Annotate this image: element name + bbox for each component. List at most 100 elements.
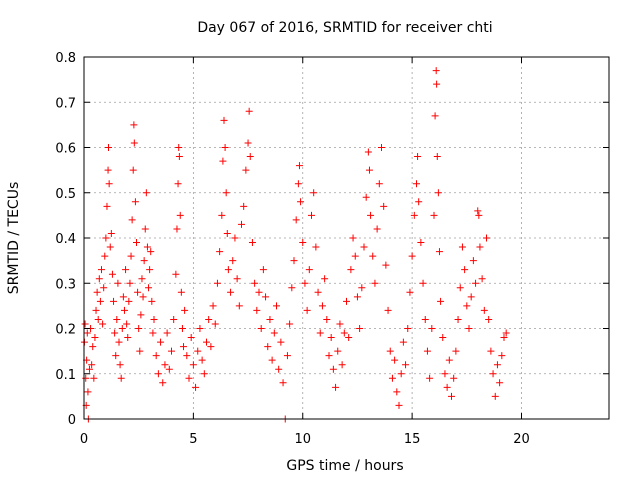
data-point <box>150 315 158 323</box>
data-point <box>248 239 256 247</box>
data-point <box>137 311 145 319</box>
data-point <box>205 315 213 323</box>
data-point <box>242 166 250 174</box>
data-point <box>231 234 239 242</box>
data-point <box>221 144 229 151</box>
data-point <box>318 302 326 310</box>
data-point <box>362 193 370 201</box>
chart-title: Day 067 of 2016, SRMTID for receiver cht… <box>197 20 492 36</box>
data-point <box>445 356 453 364</box>
data-point <box>130 139 138 147</box>
data-point <box>145 284 153 292</box>
data-point <box>402 361 410 369</box>
data-point <box>414 153 422 161</box>
data-point <box>270 329 278 337</box>
data-point <box>165 365 173 373</box>
data-point <box>259 266 267 274</box>
data-point <box>452 347 460 355</box>
data-point <box>154 370 162 378</box>
data-point <box>119 293 127 301</box>
data-point <box>294 180 302 188</box>
data-point <box>417 239 425 247</box>
data-point <box>136 347 144 355</box>
data-point <box>93 288 101 296</box>
data-point <box>255 288 263 296</box>
data-point <box>288 284 296 292</box>
data-point <box>404 325 412 332</box>
data-point <box>108 270 116 278</box>
data-point <box>448 392 455 400</box>
data-point <box>126 279 134 287</box>
data-point <box>496 379 504 387</box>
data-point <box>397 370 405 378</box>
data-point <box>458 243 466 251</box>
data-point <box>218 211 226 219</box>
data-point <box>130 121 138 129</box>
data-point <box>465 325 473 332</box>
data-point <box>116 361 124 369</box>
data-point <box>245 107 253 115</box>
data-point <box>104 166 112 174</box>
data-point <box>314 288 322 296</box>
data-point <box>107 229 115 237</box>
data-point <box>125 297 133 305</box>
data-point <box>345 334 353 342</box>
data-point <box>122 266 130 274</box>
data-point <box>353 293 361 301</box>
data-point <box>395 401 403 409</box>
data-point <box>316 329 324 337</box>
data-point <box>196 325 204 332</box>
data-point <box>187 334 195 342</box>
data-point <box>149 329 157 337</box>
data-point <box>279 379 287 387</box>
data-point <box>161 361 169 369</box>
y-tick-label: 0.6 <box>55 142 76 157</box>
data-point <box>98 266 105 274</box>
data-point <box>421 315 429 323</box>
data-point <box>148 297 156 305</box>
data-point <box>229 257 237 265</box>
data-point <box>340 329 348 337</box>
data-point <box>172 270 180 278</box>
data-point <box>475 211 483 219</box>
data-point <box>134 288 142 296</box>
data-point <box>472 279 480 287</box>
data-point <box>147 248 155 256</box>
data-point <box>399 338 407 346</box>
data-point <box>480 306 488 314</box>
data-point <box>382 261 390 269</box>
data-point <box>124 334 132 342</box>
data-point <box>92 306 100 314</box>
data-point <box>450 374 458 382</box>
data-point <box>209 302 217 310</box>
data-point <box>297 198 305 206</box>
data-point <box>268 356 276 364</box>
data-point <box>111 329 119 337</box>
data-point <box>461 266 469 274</box>
data-point <box>295 162 303 170</box>
data-point <box>85 365 93 373</box>
data-point <box>222 189 230 197</box>
data-point <box>277 338 285 346</box>
data-point <box>308 211 315 219</box>
data-point <box>102 234 110 242</box>
data-point <box>99 320 107 328</box>
data-point <box>253 306 261 314</box>
y-tick-label: 0.1 <box>55 368 76 383</box>
data-point <box>103 202 111 210</box>
data-point <box>435 248 443 256</box>
data-point <box>299 239 307 247</box>
data-point <box>83 329 91 337</box>
data-point <box>327 334 335 342</box>
data-point <box>491 392 499 400</box>
data-point <box>454 315 462 323</box>
data-point <box>118 325 126 332</box>
data-point <box>431 112 439 120</box>
data-point <box>200 370 208 378</box>
x-tick-label: 5 <box>189 432 197 447</box>
data-point <box>84 388 92 396</box>
data-point <box>336 320 344 328</box>
data-point <box>343 297 350 305</box>
y-tick-label: 0.8 <box>55 51 76 66</box>
